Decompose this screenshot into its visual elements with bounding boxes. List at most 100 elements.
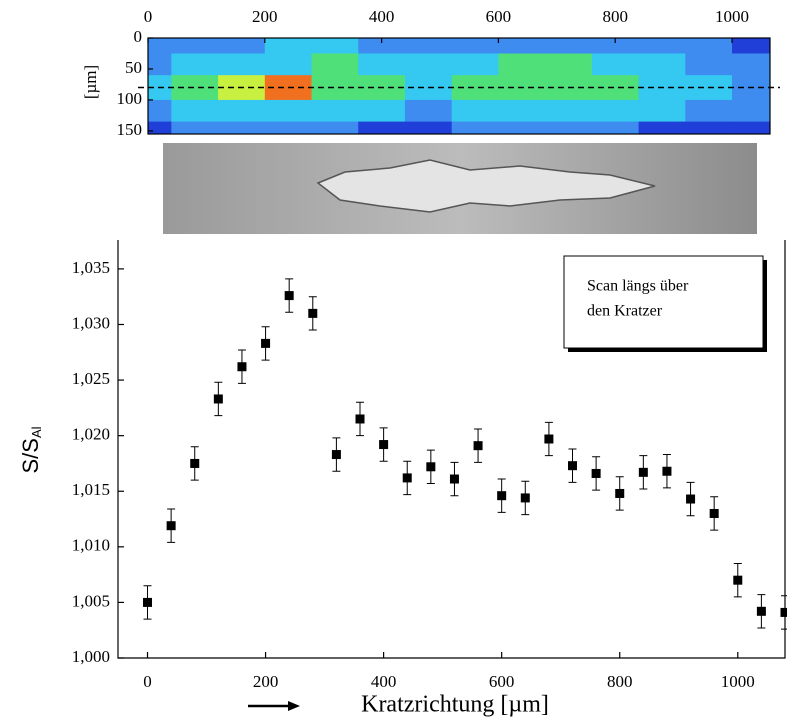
annotation-line: Scan längs über	[587, 278, 689, 295]
heatmap-cell	[404, 53, 453, 76]
heatmap-cell	[148, 99, 172, 123]
heatmap-cell	[171, 53, 219, 76]
direction-arrow-head	[288, 701, 300, 711]
y-axis-label: S/SAl	[18, 426, 45, 473]
plot-frame	[117, 240, 786, 659]
heatmap-cell	[264, 121, 313, 134]
heatmap-cell	[685, 121, 733, 134]
y-tick-label: 1,030	[72, 313, 110, 332]
heatmap-cell	[311, 38, 359, 54]
heatmap-cell	[311, 53, 359, 76]
data-point	[662, 466, 672, 476]
heatmap-cell	[732, 121, 770, 134]
heatmap-cell	[591, 53, 640, 76]
x-tick-label: 800	[607, 672, 633, 691]
y-tick-label: 1,005	[72, 591, 110, 610]
heatmap-cell	[498, 53, 546, 76]
data-point	[379, 440, 389, 450]
y-tick-label: 100	[117, 89, 143, 108]
x-tick-label: 1000	[715, 7, 749, 26]
annotation-box	[563, 255, 764, 349]
data-point	[308, 308, 318, 318]
data-point	[780, 607, 787, 617]
heatmap-cell	[685, 53, 733, 76]
heatmap-cell	[264, 99, 313, 123]
data-point	[237, 362, 247, 372]
y-tick-label: 50	[125, 58, 142, 77]
x-tick-label: 0	[144, 7, 153, 26]
data-point	[402, 473, 412, 483]
heatmap-cell	[498, 121, 546, 134]
heatmap-cell	[148, 121, 172, 134]
x-tick-label: 600	[486, 7, 512, 26]
x-tick-label: 400	[371, 672, 397, 691]
data-point	[261, 338, 271, 348]
heatmap-cell	[171, 38, 219, 54]
y-tick-label: 1,010	[72, 536, 110, 555]
heatmap-cell	[591, 38, 640, 54]
y-tick-label: 1,020	[72, 425, 110, 444]
heatmap-cell	[451, 38, 499, 54]
heatmap-cell	[218, 99, 266, 123]
data-point	[143, 597, 153, 607]
data-point	[497, 491, 507, 501]
heatmap-cell	[545, 121, 593, 134]
heatmap-cell	[264, 53, 313, 76]
heatmap-cell	[545, 53, 593, 76]
x-tick-label: 800	[602, 7, 628, 26]
x-tick-label: 400	[369, 7, 395, 26]
data-point	[213, 394, 223, 404]
x-tick-label: 0	[143, 672, 152, 691]
heatmap-cell	[545, 99, 593, 123]
heatmap-cell	[638, 38, 686, 54]
data-point	[473, 441, 483, 451]
heatmap-cell	[148, 38, 172, 54]
heatmap-cell	[685, 38, 733, 54]
heatmap-cell	[404, 38, 453, 54]
x-axis-label: Kratzrichtung [µm]	[361, 692, 549, 718]
annotation-line: den Kratzer	[587, 303, 663, 320]
y-tick-label: 1,015	[72, 480, 110, 499]
scratch	[316, 159, 656, 213]
heatmap-cell	[358, 53, 406, 76]
heatmap-cell	[358, 99, 406, 123]
y-axis-label-main: S/S	[18, 438, 43, 473]
data-point	[331, 450, 341, 460]
data-point	[520, 493, 530, 503]
heatmap-cell	[732, 99, 770, 123]
x-tick-label: 1000	[721, 672, 755, 691]
heatmap-cell	[358, 121, 406, 134]
heatmap-cell	[311, 99, 359, 123]
heatmap-cell	[545, 38, 593, 54]
heatmap-cell	[358, 38, 406, 54]
heatmap-cell	[311, 121, 359, 134]
x-tick-label: 200	[253, 672, 279, 691]
heatmap-cell	[451, 53, 499, 76]
data-point	[355, 414, 365, 424]
heatmap-cell	[148, 53, 172, 76]
y-tick-label: 1,035	[72, 258, 110, 277]
heatmap-cell	[685, 99, 733, 123]
data-point	[709, 508, 719, 518]
y-tick-label: 1,000	[72, 647, 110, 666]
heatmap-cell	[638, 99, 686, 123]
heatmap-cell	[171, 99, 219, 123]
heatmap-cell	[264, 38, 313, 54]
heatmap-cell	[591, 121, 640, 134]
heatmap-cell	[171, 121, 219, 134]
heatmap-cell	[638, 121, 686, 134]
data-point	[756, 606, 766, 616]
data-point	[638, 467, 648, 477]
y-tick-label: 1,025	[72, 369, 110, 388]
heatmap-cell	[638, 53, 686, 76]
x-tick-label: 200	[252, 7, 278, 26]
heatmap-cell	[732, 53, 770, 76]
data-point	[190, 458, 200, 468]
heatmap-cell	[498, 38, 546, 54]
data-point	[733, 575, 743, 585]
heatmap-y-label: [µm]	[81, 65, 100, 99]
data-point	[449, 474, 459, 484]
heatmap-cell	[451, 121, 499, 134]
y-tick-label: 0	[134, 27, 143, 46]
heatmap	[148, 38, 770, 134]
